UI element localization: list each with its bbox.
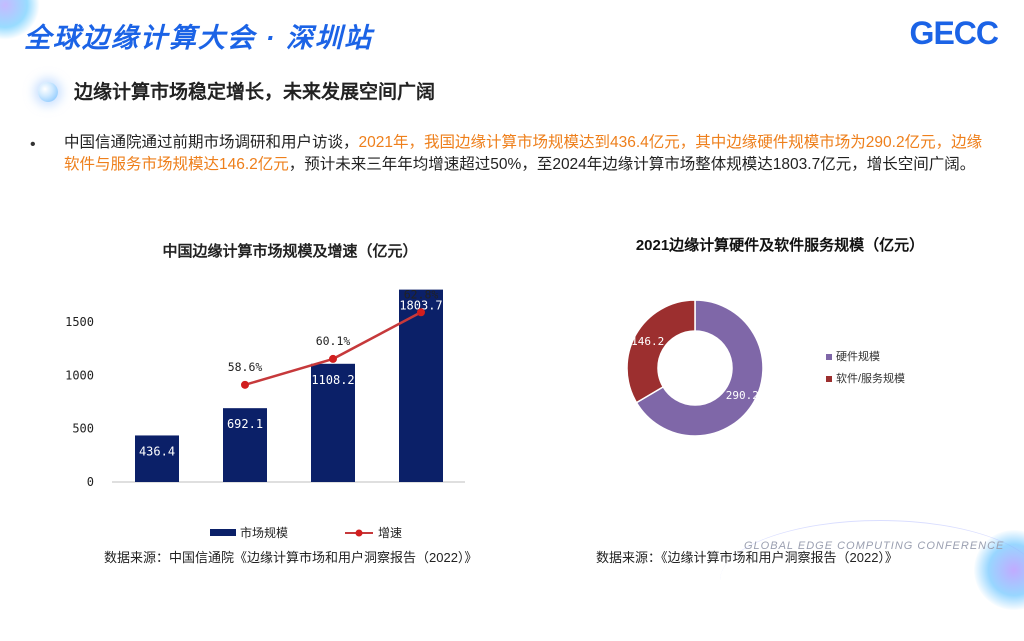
left-data-source: 数据来源：中国信通院《边缘计算市场和用户洞察报告（2022）》	[104, 550, 478, 565]
donut-legend-label-0: 硬件规模	[836, 349, 880, 363]
paragraph-highlight: 2021年，我国边缘计算市场规模达到436.4亿元，其中边缘硬件规模市场为290…	[64, 134, 983, 173]
growth-label-2023: 60.1%	[316, 334, 351, 348]
gecc-logo: GECC	[909, 15, 999, 51]
legend-marker-growth	[355, 529, 363, 537]
growth-point-2022	[241, 380, 249, 389]
donut-slice-0	[635, 299, 764, 437]
bar-2024	[399, 289, 443, 482]
y-tick-label: 500	[72, 422, 94, 436]
bar-2023	[311, 363, 355, 482]
right-data-source: 数据来源：《边缘计算市场和用户洞察报告（2022）》	[596, 550, 898, 565]
market-size-chart: 中国边缘计算市场规模及增速（亿元） 0 500 1000 1500 436.4 692.…	[65, 242, 465, 540]
growth-label-2024: 62.8%	[404, 287, 439, 301]
summary-paragraph: 中国信通院通过前期市场调研和用户访谈，2021年，我国边缘计算市场规模达到436…	[64, 132, 994, 176]
paragraph-bullet: •	[30, 136, 36, 153]
donut-legend-swatch-0	[826, 354, 832, 360]
y-tick-label: 0	[87, 475, 94, 489]
bar-label-2021: 436.4	[139, 444, 175, 458]
paragraph-text-1: 中国信通院通过前期市场调研和用户访谈，	[64, 134, 359, 151]
donut-chart-title: 2021边缘计算硬件及软件服务规模（亿元）	[636, 236, 924, 254]
bar-2021	[135, 435, 179, 482]
conference-title: 全球边缘计算大会 · 深圳站	[24, 23, 373, 53]
bar-label-2024: 1803.7	[399, 299, 442, 313]
paragraph-text-2: ，预计未来三年年均增速超过50%，至2024年边缘计算市场整体规模达1803.7…	[288, 156, 976, 173]
legend-swatch-market-size	[210, 529, 236, 536]
bar-chart-title: 中国边缘计算市场规模及增速（亿元）	[162, 242, 417, 260]
hardware-software-donut-chart: 2021边缘计算硬件及软件服务规模（亿元） 290.2 146.2 硬件规模软件/…	[626, 236, 924, 437]
growth-point-2023	[329, 354, 337, 363]
donut-label-1: 146.2	[631, 335, 664, 348]
donut-slice-1	[626, 299, 696, 404]
y-tick-label: 1000	[65, 368, 94, 382]
bar-2022	[223, 408, 267, 482]
donut-legend-label-1: 软件/服务规模	[836, 371, 905, 385]
donut-legend-swatch-1	[826, 376, 832, 382]
legend-label-market-size: 市场规模	[240, 525, 288, 540]
bar-chart-legend: 市场规模 增速	[210, 525, 402, 540]
bar-label-2022: 692.1	[227, 417, 263, 431]
growth-label-2022: 58.6%	[228, 360, 263, 374]
donut-label-0: 290.2	[726, 389, 759, 402]
conference-watermark: GLOBAL EDGE COMPUTING CONFERENCE	[744, 540, 1005, 552]
section-bullet-orb	[38, 82, 58, 102]
legend-label-growth: 增速	[378, 526, 402, 540]
y-tick-label: 1500	[65, 315, 94, 329]
growth-point-2024	[417, 308, 425, 317]
bar-label-2023: 1108.2	[311, 373, 354, 387]
decorative-arc	[720, 520, 1024, 641]
section-title: 边缘计算市场稳定增长，未来发展空间广阔	[74, 82, 436, 103]
